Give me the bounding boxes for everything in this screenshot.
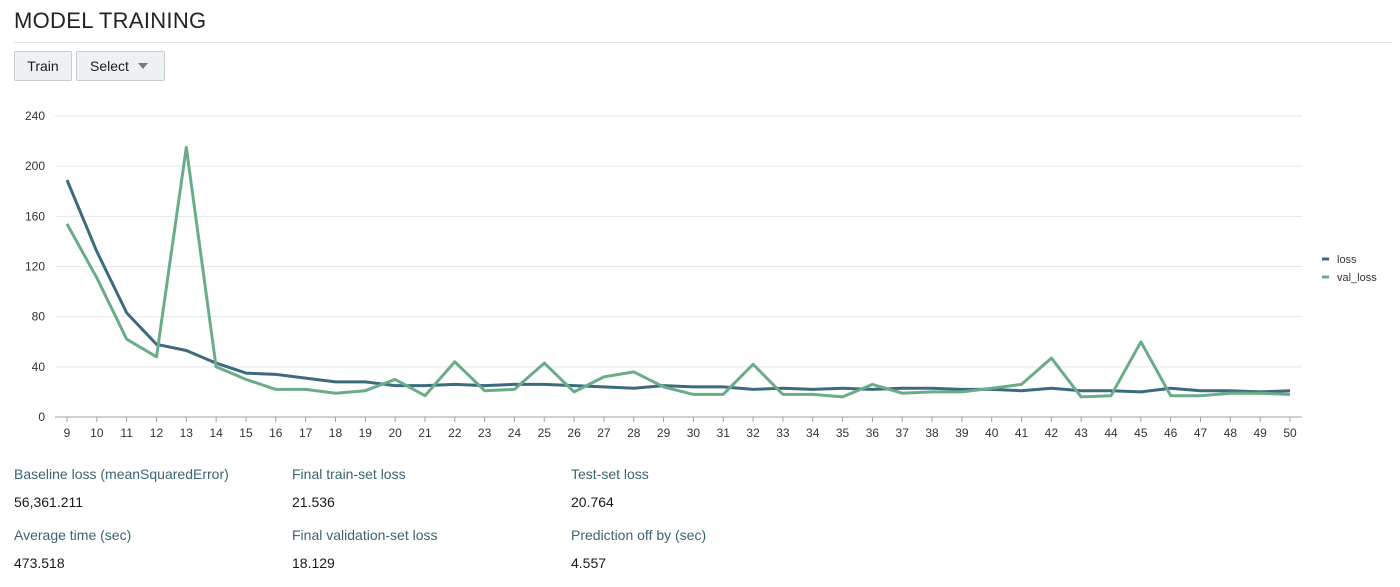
x-tick-label: 15 bbox=[239, 426, 253, 440]
x-tick-label: 24 bbox=[508, 426, 522, 440]
select-dropdown[interactable]: Select bbox=[76, 51, 165, 81]
x-tick-label: 30 bbox=[687, 426, 701, 440]
x-tick-label: 14 bbox=[209, 426, 223, 440]
y-tick-label: 200 bbox=[25, 159, 45, 173]
x-tick-label: 44 bbox=[1104, 426, 1118, 440]
y-tick-label: 0 bbox=[38, 410, 45, 424]
legend-label: loss bbox=[1337, 254, 1357, 266]
x-tick-label: 40 bbox=[985, 426, 999, 440]
x-tick-label: 10 bbox=[90, 426, 104, 440]
x-tick-label: 20 bbox=[388, 426, 402, 440]
stat-label: Final validation-set loss bbox=[292, 527, 438, 543]
stat-label: Final train-set loss bbox=[292, 466, 406, 482]
train-button[interactable]: Train bbox=[14, 51, 72, 81]
x-tick-label: 35 bbox=[836, 426, 850, 440]
x-tick-label: 36 bbox=[866, 426, 880, 440]
stat-prediction-off-by: Prediction off by (sec) 4.557 bbox=[571, 527, 706, 571]
x-tick-label: 32 bbox=[746, 426, 760, 440]
stat-value: 20.764 bbox=[571, 494, 614, 510]
stat-average-time: Average time (sec) 473.518 bbox=[14, 527, 131, 571]
x-tick-label: 16 bbox=[269, 426, 283, 440]
x-tick-label: 18 bbox=[329, 426, 343, 440]
stat-label: Average time (sec) bbox=[14, 527, 132, 543]
x-tick-label: 25 bbox=[538, 426, 552, 440]
legend-label: val_loss bbox=[1337, 272, 1377, 284]
x-tick-label: 48 bbox=[1224, 426, 1238, 440]
x-tick-label: 39 bbox=[955, 426, 969, 440]
x-axis-ticks: 9 10 11 12 13 14 15 16 17 18 19 20 21 22 23 24 25 26 27 28 2… bbox=[64, 417, 1297, 440]
x-tick-label: 28 bbox=[627, 426, 641, 440]
chart-series bbox=[65, 145, 1291, 399]
page-title: MODEL TRAINING bbox=[14, 8, 207, 33]
caret-down-icon bbox=[137, 63, 148, 69]
stat-value: 21.536 bbox=[292, 494, 335, 510]
stat-final-validation-loss: Final validation-set loss 18.129 bbox=[292, 527, 438, 571]
stat-label: Prediction off by (sec) bbox=[571, 527, 707, 543]
x-tick-label: 50 bbox=[1283, 426, 1297, 440]
stat-value: 18.129 bbox=[292, 555, 335, 571]
y-tick-label: 120 bbox=[25, 260, 45, 274]
stat-label: Test-set loss bbox=[571, 466, 649, 482]
chart-gridlines bbox=[55, 115, 1302, 418]
x-tick-label: 21 bbox=[418, 426, 432, 440]
series-line-val-loss bbox=[65, 145, 1291, 399]
x-tick-label: 49 bbox=[1253, 426, 1267, 440]
chart-legend: loss val_loss bbox=[1322, 254, 1377, 284]
x-tick-label: 42 bbox=[1045, 426, 1059, 440]
x-tick-label: 43 bbox=[1075, 426, 1089, 440]
x-tick-label: 11 bbox=[120, 426, 133, 440]
y-tick-label: 160 bbox=[25, 209, 45, 223]
stat-value: 473.518 bbox=[14, 555, 65, 571]
series-line-loss bbox=[65, 179, 1291, 394]
training-loss-chart: 0 40 80 120 160 200 240 9 10 11 12 13 14 15 16 17 18 19 2… bbox=[25, 109, 1377, 440]
x-tick-label: 45 bbox=[1134, 426, 1148, 440]
x-tick-label: 27 bbox=[597, 426, 611, 440]
x-tick-label: 9 bbox=[64, 426, 71, 440]
x-tick-label: 26 bbox=[567, 426, 581, 440]
x-tick-label: 12 bbox=[150, 426, 164, 440]
stat-test-set-loss: Test-set loss 20.764 bbox=[571, 466, 649, 510]
train-button-label: Train bbox=[27, 58, 59, 74]
x-tick-label: 13 bbox=[180, 426, 194, 440]
x-tick-label: 46 bbox=[1164, 426, 1178, 440]
y-tick-label: 240 bbox=[25, 109, 45, 123]
toolbar: Train Select bbox=[14, 51, 165, 81]
x-tick-label: 17 bbox=[299, 426, 313, 440]
x-tick-label: 34 bbox=[806, 426, 820, 440]
x-tick-label: 37 bbox=[896, 426, 910, 440]
x-tick-label: 38 bbox=[925, 426, 939, 440]
x-tick-label: 19 bbox=[359, 426, 373, 440]
x-tick-label: 41 bbox=[1015, 426, 1029, 440]
stat-final-train-loss: Final train-set loss 21.536 bbox=[292, 466, 406, 510]
select-dropdown-label: Select bbox=[90, 58, 129, 74]
x-tick-label: 23 bbox=[478, 426, 492, 440]
x-tick-label: 29 bbox=[657, 426, 671, 440]
y-axis-ticks: 0 40 80 120 160 200 240 bbox=[25, 109, 45, 424]
x-tick-label: 31 bbox=[717, 426, 731, 440]
y-tick-label: 40 bbox=[32, 360, 46, 374]
stat-value: 56,361.211 bbox=[14, 494, 84, 510]
x-tick-label: 22 bbox=[448, 426, 462, 440]
y-tick-label: 80 bbox=[32, 310, 46, 324]
title-divider bbox=[14, 42, 1392, 43]
x-tick-label: 33 bbox=[776, 426, 790, 440]
stat-value: 4.557 bbox=[571, 555, 607, 571]
stat-baseline-loss: Baseline loss (meanSquaredError) 56,361.… bbox=[14, 466, 229, 510]
x-tick-label: 47 bbox=[1194, 426, 1208, 440]
stat-label: Baseline loss (meanSquaredError) bbox=[14, 466, 229, 482]
